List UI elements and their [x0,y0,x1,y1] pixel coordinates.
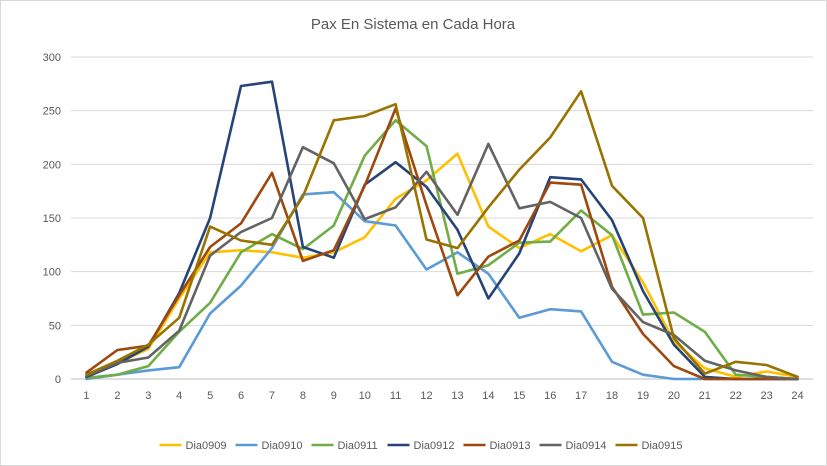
series-line-dia0913 [85,107,799,381]
chart-title: Pax En Sistema en Cada Hora [311,16,516,33]
x-tick-label: 13 [451,390,463,402]
x-tick-label: 16 [544,390,556,402]
x-tick-label: 14 [482,390,494,402]
x-tick-label: 24 [791,390,803,402]
legend-label: Dia0912 [414,440,455,452]
x-tick-label: 1 [83,390,89,402]
x-tick-label: 4 [176,390,182,402]
x-tick-label: 6 [238,390,244,402]
y-tick-label: 150 [43,213,61,225]
y-tick-label: 200 [43,159,61,171]
x-tick-label: 7 [269,390,275,402]
series-line-dia0914 [85,142,799,381]
legend-label: Dia0915 [642,440,683,452]
legend-item-dia0914: Dia0914 [539,440,607,452]
series-lines [85,80,799,381]
x-tick-label: 3 [145,390,151,402]
x-tick-label: 21 [699,390,711,402]
legend-item-dia0910: Dia0910 [235,440,303,452]
x-tick-label: 9 [331,390,337,402]
legend-item-dia0912: Dia0912 [387,440,455,452]
x-tick-label: 15 [513,390,525,402]
x-axis: 1 2 3 4 5 6 7 8 9 10 11 12 13 14 15 16 17 18 19 20 21 22 23 24 [83,390,803,402]
x-tick-label: 5 [207,390,213,402]
legend-label: Dia0909 [186,440,227,452]
y-tick-label: 50 [49,320,61,332]
legend-item-dia0915: Dia0915 [615,440,683,452]
x-tick-label: 19 [637,390,649,402]
x-tick-label: 2 [114,390,120,402]
y-tick-label: 250 [43,106,61,118]
legend-item-dia0913: Dia0913 [463,440,531,452]
legend-label: Dia0910 [262,440,303,452]
x-tick-label: 17 [575,390,587,402]
legend-label: Dia0911 [338,440,378,452]
x-tick-label: 20 [668,390,680,402]
y-tick-label: 300 [43,52,61,64]
x-tick-label: 23 [761,390,773,402]
series-line-dia0912 [85,80,799,381]
x-tick-label: 18 [606,390,618,402]
legend-item-dia0911: Dia0911 [311,440,378,452]
legend-label: Dia0913 [490,440,531,452]
y-tick-label: 100 [43,267,61,279]
x-tick-label: 8 [300,390,306,402]
series-line-dia0915 [85,90,799,379]
x-tick-label: 22 [730,390,742,402]
x-tick-label: 12 [420,390,432,402]
x-tick-label: 11 [390,390,401,402]
series-line-dia0910 [85,190,799,381]
x-tick-label: 10 [359,390,371,402]
legend-label: Dia0914 [566,440,607,452]
legend: Dia0909 Dia0910 Dia0911 Dia0912 Dia0913 Dia09… [159,440,683,452]
legend-item-dia0909: Dia0909 [159,440,227,452]
y-axis: 0 50 100 150 200 250 300 [43,52,61,386]
y-tick-label: 0 [55,374,61,386]
